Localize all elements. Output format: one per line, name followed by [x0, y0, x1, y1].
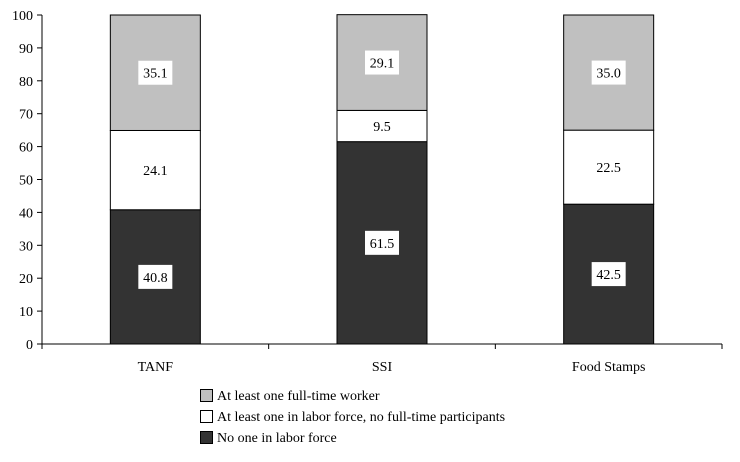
- legend-swatch: [200, 410, 213, 424]
- data-label-box: [365, 50, 399, 75]
- data-label: 42.5: [596, 268, 621, 283]
- data-label: 61.5: [370, 237, 395, 252]
- data-label: 9.5: [373, 120, 391, 135]
- x-tick-label: Food Stamps: [572, 360, 646, 375]
- data-label-box: [138, 264, 173, 289]
- y-tick-label: 10: [19, 305, 33, 320]
- y-tick-label: 60: [19, 141, 33, 156]
- legend-swatch: [200, 431, 213, 445]
- y-tick-label: 90: [19, 42, 33, 57]
- axes: 0 10 20 30 40 50 60 70 80 90 100 TANF SSI Food Stamps: [12, 9, 723, 375]
- legend-swatch: [200, 389, 213, 403]
- y-tick-label: 30: [19, 239, 33, 254]
- data-label-box: [591, 155, 626, 180]
- legend-label: No one in labor force: [217, 431, 337, 446]
- data-label: 22.5: [596, 161, 621, 176]
- y-tick-label: 100: [12, 9, 33, 24]
- legend: At least one full-time worker At least on…: [200, 386, 505, 449]
- legend-item: No one in labor force: [200, 428, 505, 449]
- data-label-box: [365, 230, 399, 255]
- y-tick-label: 50: [19, 174, 33, 189]
- legend-item: At least one in labor force, no full-tim…: [200, 407, 505, 428]
- data-label: 35.1: [143, 67, 168, 82]
- y-tick-label: 0: [26, 338, 33, 353]
- legend-label: At least one in labor force, no full-tim…: [217, 410, 506, 425]
- data-label-box: [138, 60, 173, 85]
- data-labels: 40.8 24.1 35.1 61.5 9.5 29.1 42.5 22.5 35.0: [138, 50, 626, 289]
- x-tick-label: TANF: [138, 360, 174, 375]
- data-label: 40.8: [143, 271, 168, 286]
- data-label: 35.0: [596, 67, 621, 82]
- y-tick-label: 20: [19, 272, 33, 287]
- data-label-box: [591, 262, 626, 287]
- y-tick-label: 70: [19, 108, 33, 123]
- x-tick-label: SSI: [372, 360, 393, 375]
- data-label: 24.1: [143, 164, 168, 179]
- data-label-box: [138, 158, 173, 183]
- data-label: 29.1: [370, 57, 395, 72]
- legend-label: At least one full-time worker: [217, 389, 380, 404]
- data-label-box: [365, 114, 399, 139]
- y-tick-label: 40: [19, 206, 33, 221]
- legend-item: At least one full-time worker: [200, 386, 505, 407]
- y-tick-label: 80: [19, 75, 33, 90]
- data-label-box: [591, 60, 626, 85]
